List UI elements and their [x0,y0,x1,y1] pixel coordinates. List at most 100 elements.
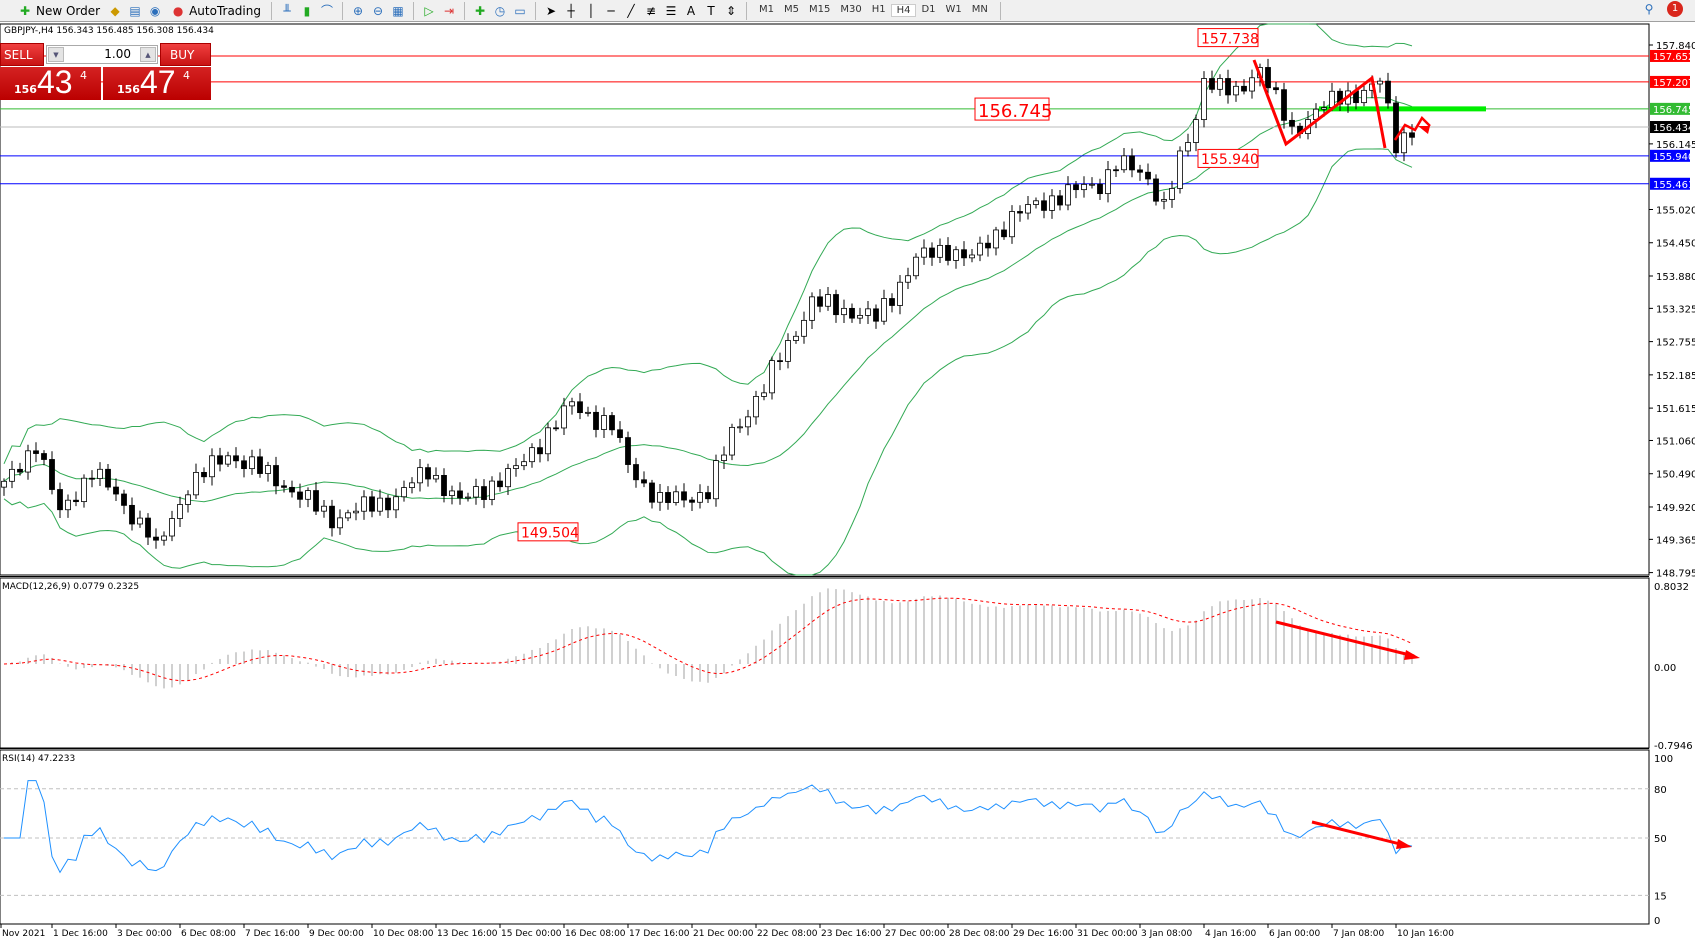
chart-shift-icon[interactable]: ⇥ [443,3,455,18]
price-line-label-bg [1650,49,1690,62]
fibonacci-icon[interactable]: ☰ [665,3,677,18]
signal-icon[interactable]: ◉ [149,3,161,18]
candle [233,447,239,469]
candle [297,483,303,508]
candle-body [537,447,543,455]
timeframe-m5[interactable]: M5 [783,4,799,15]
projection-arrow [1393,115,1431,141]
candle [609,411,615,436]
chart-area[interactable]: 157.652 157.207 156.745 156.434 155.940 155.4… [0,22,1695,941]
lot-increase-button[interactable]: ▲ [140,47,156,62]
candle [801,311,807,344]
timeframe-m30[interactable]: M30 [840,4,862,15]
zoom-in-icon[interactable]: ⊕ [352,3,364,18]
candle [1361,84,1367,107]
candle-body [441,475,447,497]
buy-button[interactable]: BUY [160,43,211,66]
candle [873,304,879,329]
bar-chart-icon[interactable]: ╨ [283,3,291,18]
candle [689,496,695,511]
candle [881,289,887,325]
timeframe-w1[interactable]: W1 [945,4,962,15]
autotrading-button[interactable]: ● AutoTrading [167,1,264,21]
timeframe-h4[interactable]: H4 [890,4,917,17]
candle [1225,69,1231,104]
line-chart-icon[interactable]: ⌒ [320,3,333,18]
history-icon[interactable]: ◆ [110,3,120,18]
candle [337,509,343,535]
candle-body [1025,204,1031,214]
autoscroll-icon[interactable]: ▷ [424,3,434,18]
candle-body [681,491,687,501]
indicators-icon[interactable]: ✚ [474,3,486,18]
arrows-icon[interactable]: ⇕ [725,3,737,18]
candle-body [1105,169,1111,195]
candle [505,463,511,496]
trendline-icon[interactable]: ╱ [627,3,635,18]
templates-icon[interactable]: ▭ [514,3,526,18]
price-axis-label: 152.755 [1656,338,1695,349]
time-axis-label: 4 Jan 16:00 [1205,929,1257,939]
candle-body [689,499,695,503]
candle [1009,205,1015,244]
candle [1129,148,1135,178]
text-label-icon[interactable]: T [707,3,715,18]
zoom-out-icon[interactable]: ⊖ [372,3,384,18]
candle [785,333,791,369]
candle [1273,81,1279,95]
candlestick-icon[interactable]: ▮ [303,3,311,18]
lot-decrease-button[interactable]: ▼ [48,47,64,62]
candle-body [185,494,191,505]
crosshair-icon[interactable]: ┼ [567,3,575,18]
periods-icon[interactable]: ◷ [494,3,506,18]
candle-body [985,242,991,249]
timeframe-m15[interactable]: M15 [808,4,831,15]
candle-body [385,497,391,511]
text-icon[interactable]: A [686,3,696,18]
candle [593,405,599,438]
vertical-line-icon[interactable]: │ [587,3,595,18]
candle [529,443,535,468]
timeframe-d1[interactable]: D1 [921,4,936,15]
candle-body [17,468,23,473]
candle-body [865,308,871,316]
candle [257,448,263,478]
price-axis-label: 152.185 [1656,371,1695,382]
timeframe-m1[interactable]: M1 [758,4,774,15]
candle [561,397,567,436]
candle-body [1209,78,1215,90]
channel-icon[interactable]: ≢ [645,3,657,18]
cursor-icon[interactable]: ➤ [545,3,557,18]
candle [369,490,375,518]
candle-body [241,460,247,470]
timeframe-mn[interactable]: MN [971,4,988,15]
time-axis-label: 10 Jan 16:00 [1397,929,1454,939]
candle-body [1153,178,1159,202]
candle-body [169,518,175,537]
data-folder-icon[interactable]: ▤ [129,3,141,18]
candle [73,491,79,507]
candle-body [913,256,919,277]
sell-price[interactable]: 156 43 4 [0,64,101,100]
lot-size-input[interactable]: 1.00 ▼ ▲ [46,45,158,64]
tile-windows-icon[interactable]: ▦ [392,3,404,18]
buy-price[interactable]: 156 47 4 [103,64,211,100]
candle-body [33,450,39,454]
candle-body [1233,85,1239,96]
new-order-button[interactable]: ✚ New Order [14,1,103,21]
notification-badge[interactable]: 1 [1667,1,1683,17]
candle [177,496,183,527]
search-icon[interactable]: ⚲ [1644,2,1654,16]
arrowhead [1404,650,1420,660]
price-axis-label: 157.840 [1656,41,1695,52]
time-axis-label: 21 Dec 00:00 [693,929,754,939]
candle-body [137,517,143,525]
candle-body [105,468,111,488]
horizontal-line-icon[interactable]: ─ [607,3,615,18]
price-annotation: 157.738 [1201,31,1259,47]
candle [481,479,487,509]
sell-button[interactable]: SELL [0,43,44,66]
candle [409,477,415,494]
timeframe-h1[interactable]: H1 [871,4,886,15]
new-order-icon: ✚ [19,3,31,18]
